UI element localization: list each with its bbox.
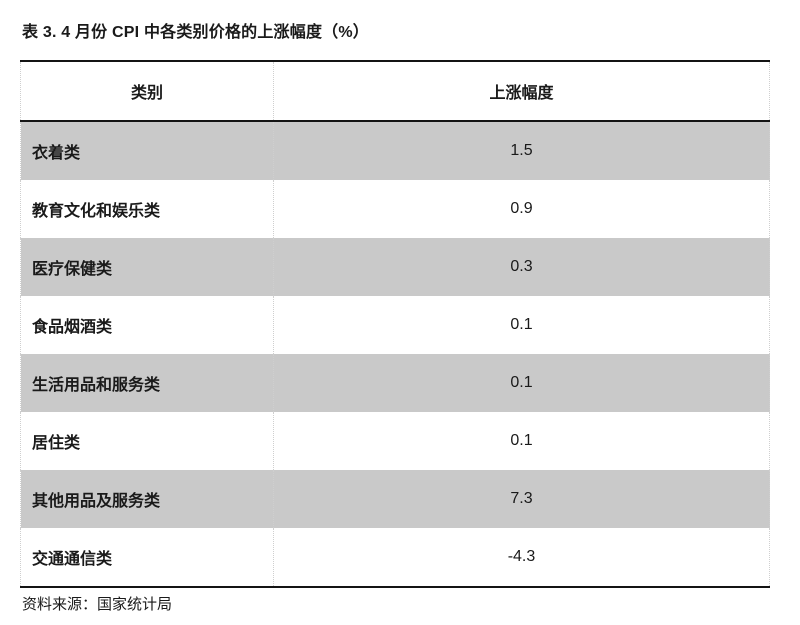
category-cell: 居住类	[20, 412, 274, 470]
table-row: 其他用品及服务类 7.3	[20, 470, 770, 528]
value-cell: 0.1	[273, 354, 770, 412]
category-cell: 交通通信类	[20, 528, 274, 587]
table-row: 食品烟酒类 0.1	[20, 296, 770, 354]
table-row: 衣着类 1.5	[20, 121, 770, 180]
category-cell: 衣着类	[20, 121, 274, 180]
value-cell: 1.5	[273, 121, 770, 180]
value-cell: 0.1	[273, 412, 770, 470]
category-cell: 食品烟酒类	[20, 296, 274, 354]
table-row: 居住类 0.1	[20, 412, 770, 470]
category-cell: 医疗保健类	[20, 238, 274, 296]
table-header-value: 上涨幅度	[273, 61, 770, 121]
value-cell: -4.3	[273, 528, 770, 587]
category-cell: 其他用品及服务类	[20, 470, 274, 528]
table-header-category: 类别	[20, 61, 274, 121]
value-cell: 0.1	[273, 296, 770, 354]
table-row: 教育文化和娱乐类 0.9	[20, 180, 770, 238]
table-row: 医疗保健类 0.3	[20, 238, 770, 296]
table-header-row: 类别 上涨幅度	[20, 61, 770, 121]
value-cell: 7.3	[273, 470, 770, 528]
category-cell: 生活用品和服务类	[20, 354, 274, 412]
page-title: 表 3. 4 月份 CPI 中各类别价格的上涨幅度（%）	[22, 24, 369, 41]
value-cell: 0.3	[273, 238, 770, 296]
table-row: 交通通信类 -4.3	[20, 528, 770, 587]
cpi-table: 类别 上涨幅度 衣着类 1.5 教育文化和娱乐类 0.9 医疗保健类 0.3 食…	[20, 60, 770, 588]
category-cell: 教育文化和娱乐类	[20, 180, 274, 238]
table-row: 生活用品和服务类 0.1	[20, 354, 770, 412]
source-note: 资料来源：国家统计局	[22, 596, 173, 613]
value-cell: 0.9	[273, 180, 770, 238]
